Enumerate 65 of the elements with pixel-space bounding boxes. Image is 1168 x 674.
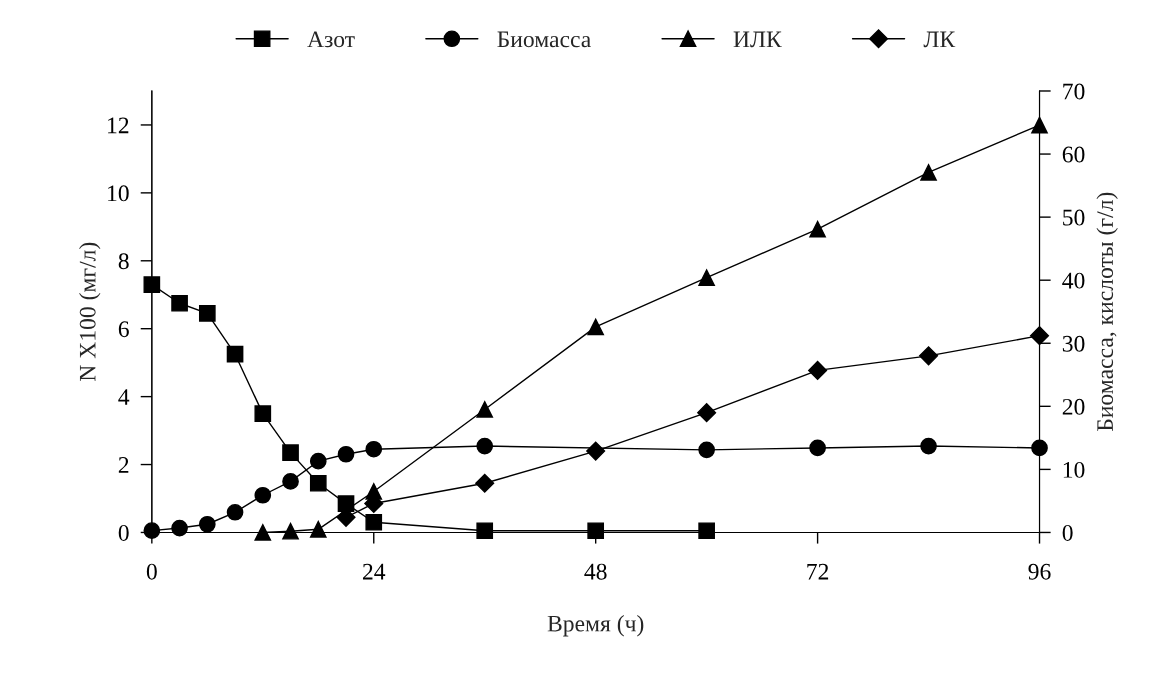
point [282,473,299,490]
legend-label: Биомасса [497,31,591,48]
point [198,305,216,322]
point [698,269,715,287]
y2-tick-label: 50 [1063,209,1085,226]
point [476,401,494,418]
y-tick-label: 4 [118,389,130,405]
point [587,522,605,540]
point [143,276,161,293]
x-tick-label: 48 [584,563,607,580]
x-tick-label: 72 [807,563,829,580]
point [919,346,939,366]
x-tick-label: 24 [362,563,386,580]
point [365,440,383,458]
y2-tick-label: 10 [1063,461,1085,478]
point [171,519,188,537]
point [586,441,606,461]
legend-label: ЛК [923,31,956,48]
point [254,486,272,504]
y2-tick-label: 30 [1062,335,1085,352]
y2-tick-label: 40 [1062,272,1085,289]
legend-label: ИЛК [733,31,782,48]
point [920,437,937,455]
point [697,403,717,423]
point [226,503,244,521]
x-tick-label: 96 [1028,563,1051,580]
y-tick-label: 10 [108,185,129,202]
point [1031,439,1048,457]
point [476,522,494,540]
point [254,405,272,422]
x-tick-label: 0 [146,563,157,580]
point [476,437,494,455]
point [809,220,826,238]
point [809,439,826,457]
point [808,360,828,380]
y2-tick-label: 20 [1062,398,1085,415]
point [171,294,188,312]
y2-tick-label: 0 [1062,524,1073,541]
y-tick-label: 12 [108,117,129,134]
point [698,522,715,540]
point [198,515,216,533]
point [309,452,327,470]
y2-tick-label: 60 [1062,146,1085,163]
point [282,444,299,461]
point [365,513,383,531]
point [475,473,495,493]
point [254,524,272,541]
point [226,345,244,363]
point [698,441,715,459]
point [1029,326,1050,346]
point [309,520,327,538]
point [587,318,605,336]
point [920,164,937,181]
legend-label: Азот [307,31,355,48]
y2-axis-title: Биомасса, кислоты (г/л) [1096,192,1118,432]
y-tick-label: 6 [118,321,129,338]
y-tick-label: 8 [118,253,129,270]
y2-tick-label: 70 [1063,83,1085,100]
point [282,522,299,540]
y-axis-title: N X100 (мг/л) [79,242,101,382]
point [337,445,355,463]
x-axis-title: Время (ч) [547,614,644,637]
y-tick-label: 0 [118,524,129,541]
point [309,474,327,492]
y-tick-label: 2 [118,457,129,473]
